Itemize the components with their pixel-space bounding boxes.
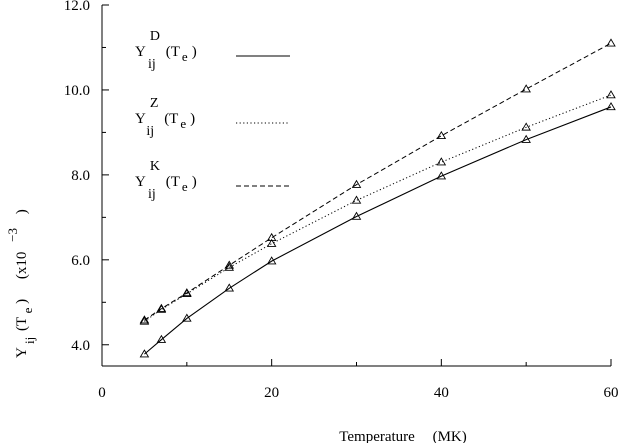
data-point-z <box>266 238 277 247</box>
data-point-d <box>436 171 447 180</box>
x-tick-label: 20 <box>264 385 279 401</box>
series-layer <box>139 38 616 358</box>
legend-label-main: Y <box>135 174 146 190</box>
legend-label-close: ) <box>192 174 197 190</box>
x-axis-title: Temperature (MK) <box>339 429 467 443</box>
legend-label-z: YZ ij (T e) <box>135 96 195 139</box>
y-ticks: 4.0 6.0 8.0 10.0 12.0 <box>64 0 109 354</box>
data-point-k <box>436 130 447 140</box>
data-point-k <box>156 303 167 312</box>
x-ticks: 0 20 40 60 <box>98 359 619 401</box>
series-line-d <box>144 106 612 355</box>
y-axis-title-arg: (T <box>14 317 30 331</box>
legend-label-sub: ij <box>148 187 156 202</box>
y-axis-title-arg-sub: e <box>20 307 35 313</box>
series-k <box>139 38 616 324</box>
data-point-k <box>521 84 531 93</box>
x-tick-label: 0 <box>98 385 106 401</box>
data-point-d <box>266 256 277 265</box>
data-point-k <box>606 38 616 47</box>
y-tick-label: 12.0 <box>64 0 90 14</box>
y-axis-title-scale-open: (x10 <box>14 252 30 280</box>
legend-label-sup: Z <box>150 96 159 111</box>
data-point-z <box>436 157 447 166</box>
legend-label-main: Y <box>135 111 146 127</box>
data-point-z <box>139 316 150 325</box>
y-tick-label: 4.0 <box>71 338 90 354</box>
data-point-d <box>606 102 616 111</box>
legend-label-arg-sub: e <box>182 49 188 64</box>
y-axis-title-main: Y <box>14 347 30 358</box>
series-line-z <box>144 94 612 322</box>
data-point-d <box>521 134 531 143</box>
y-tick-label: 6.0 <box>71 253 90 269</box>
x-axis-title-name: Temperature <box>339 429 415 443</box>
series-d <box>139 102 616 358</box>
legend-label-sub: ij <box>146 124 154 139</box>
legend-label-sup: D <box>150 29 160 44</box>
legend-label-arg-sub: e <box>180 116 186 131</box>
data-point-z <box>606 90 616 99</box>
y-axis-title-scale-close: ) <box>14 209 30 214</box>
legend-label-sup: K <box>150 159 160 174</box>
data-point-z <box>521 122 531 131</box>
legend-label-arg: (T <box>164 111 178 127</box>
x-tick-label: 60 <box>604 385 619 401</box>
data-point-k <box>266 232 277 241</box>
series-line-k <box>144 42 612 321</box>
series-z <box>139 90 616 325</box>
legend-label-main: Y <box>135 44 146 60</box>
legend-label-close: ) <box>192 44 197 60</box>
legend-label-d: YD ij (T e) <box>135 29 197 72</box>
legend-label-sub: ij <box>148 57 156 72</box>
data-point-d <box>139 349 150 358</box>
data-point-k <box>182 288 192 297</box>
data-point-k <box>224 260 235 269</box>
y-tick-label: 8.0 <box>71 168 90 184</box>
legend: YD ij(T e)YZ ij(T e)YK ij(T e) <box>135 29 290 202</box>
y-axis-title: Y ij (T e ) (x10 −3 ) <box>5 209 38 358</box>
legend-label-k: YK ij (T e) <box>135 159 197 202</box>
legend-label-arg: (T <box>166 44 180 60</box>
legend-label-arg-sub: e <box>182 179 188 194</box>
legend-label-arg: (T <box>166 174 180 190</box>
y-axis-title-close: ) <box>14 299 30 304</box>
x-tick-label: 40 <box>434 385 449 401</box>
y-axis-title-sub: ij <box>22 337 37 344</box>
data-point-k <box>139 315 150 324</box>
data-point-d <box>351 211 362 220</box>
x-axis-title-unit: (MK) <box>433 429 467 443</box>
data-point-z <box>351 195 362 204</box>
data-point-k <box>351 179 362 188</box>
y-tick-label: 10.0 <box>64 83 90 99</box>
data-point-d <box>224 283 235 292</box>
y-axis-title-scale-exp: −3 <box>5 228 20 242</box>
data-point-d <box>156 334 167 343</box>
legend-label-close: ) <box>190 111 195 127</box>
data-point-d <box>182 313 192 322</box>
